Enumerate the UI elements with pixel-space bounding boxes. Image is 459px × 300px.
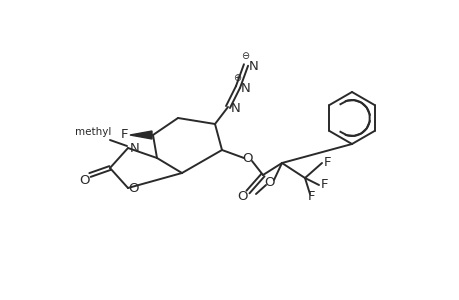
Text: ⊕: ⊕ bbox=[232, 73, 241, 83]
Polygon shape bbox=[130, 131, 151, 139]
Text: F: F bbox=[308, 190, 315, 203]
Text: ⊖: ⊖ bbox=[241, 51, 248, 61]
Text: N: N bbox=[130, 142, 140, 154]
Text: N: N bbox=[241, 82, 250, 94]
Text: O: O bbox=[79, 173, 90, 187]
Text: methyl: methyl bbox=[75, 127, 111, 137]
Text: O: O bbox=[237, 190, 248, 203]
Text: F: F bbox=[320, 178, 328, 191]
Text: O: O bbox=[129, 182, 139, 194]
Text: O: O bbox=[242, 152, 253, 164]
Text: O: O bbox=[264, 176, 274, 188]
Text: F: F bbox=[324, 157, 331, 169]
Text: N: N bbox=[249, 59, 258, 73]
Text: N: N bbox=[230, 101, 241, 115]
Text: F: F bbox=[121, 128, 129, 142]
